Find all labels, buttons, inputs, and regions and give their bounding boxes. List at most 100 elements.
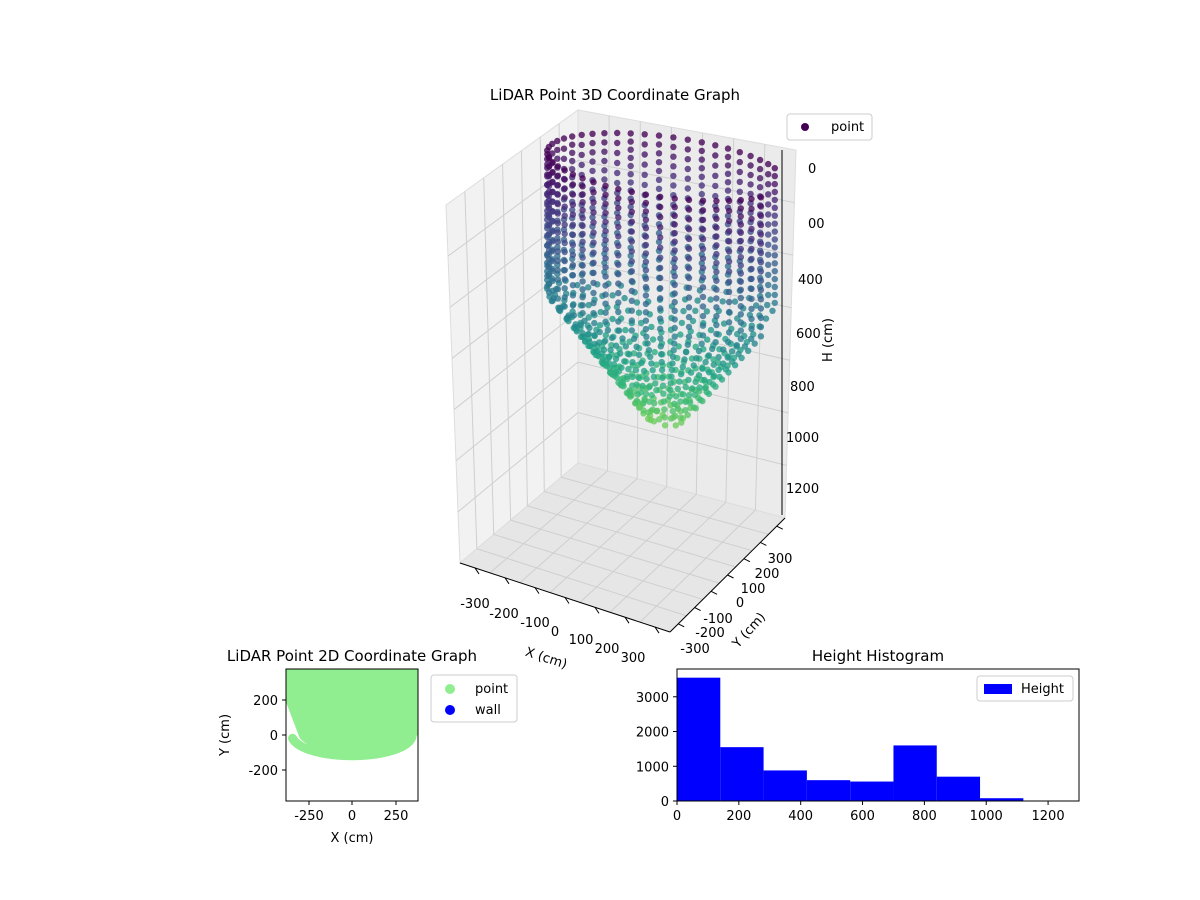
y-tick [677,623,685,628]
point-3d [653,387,660,394]
point-3d [615,289,622,297]
point-3d [590,239,597,246]
point-3d [579,329,586,337]
point-3d [642,325,650,333]
point-3d [685,274,693,282]
point-3d [713,206,720,213]
point-3d [621,294,628,302]
point-3d [677,398,684,405]
point-3d [602,209,609,217]
point-3d [671,324,678,332]
point-3d [689,317,697,325]
point-3d [771,228,778,235]
point-3d [569,302,577,309]
point-3d [713,321,720,329]
point-3d [720,320,728,327]
point-3d [713,295,720,302]
point-3d [589,158,596,165]
point-3d [642,241,650,249]
point-3d [765,181,772,188]
point-3d [590,229,597,236]
point-3d [713,277,720,284]
legend-2d-label-point: point [475,682,508,697]
point-3d [748,325,755,333]
point-3d [724,354,731,361]
point-3d [725,288,733,296]
point-3d [702,358,709,366]
point-3d [628,228,635,235]
point-3d [549,238,556,245]
point-3d [737,229,744,236]
x-tick [474,567,480,575]
point-3d [699,207,707,214]
point-3d [725,329,733,336]
x-tick-label: 100 [569,633,594,648]
point-3d [644,340,651,347]
point-3d [737,221,744,228]
point-3d [641,171,648,178]
point-3d [699,332,707,339]
y-tick-label: 200 [253,694,278,709]
point-3d [570,312,578,319]
grid-line [544,491,753,552]
point-3d [642,191,650,198]
y-tick-label: -100 [703,612,733,627]
point-3d [686,399,694,406]
point-3d [757,259,765,266]
z-tick-label: 800 [790,380,815,395]
point-3d [626,388,633,395]
point-3d [642,390,650,397]
point-3d [715,366,722,373]
point-3d [569,282,577,289]
point-3d [701,376,708,384]
point-3d [713,242,720,249]
point-3d [578,161,585,169]
point-3d [713,250,720,258]
point-3d [725,278,733,285]
point-3d [628,258,635,265]
point-3d [633,299,641,306]
point-3d [596,339,603,346]
point-3d [725,248,733,255]
point-3d [615,327,623,334]
point-3d [679,363,686,371]
point-3d [642,309,650,316]
point-3d [757,231,765,238]
z-tick-label: 00 [808,217,825,232]
histogram-title: Height Histogram [812,647,944,665]
point-3d [554,229,561,236]
point-3d [765,171,772,178]
point-3d [661,406,668,413]
point-3d [586,338,593,346]
point-3d [554,163,561,170]
y-tick-label: -200 [248,764,278,779]
point-3d [642,267,650,274]
z-tick-label: 1200 [786,482,819,497]
point-3d [569,261,577,269]
point-3d [671,221,678,228]
point-3d [679,391,687,398]
point-3d [561,285,568,292]
point-3d [771,220,778,227]
point-3d [602,282,609,289]
point-3d [748,265,755,273]
point-3d [655,150,663,157]
point-3d [670,172,677,180]
histogram-bar [720,747,764,801]
point-3d [549,228,556,235]
grid-line [577,260,792,309]
point-3d [771,236,778,243]
point-3d [549,287,556,294]
point-3d [710,356,717,363]
point-3d [561,294,568,301]
x-axis-label: X (cm) [331,831,374,846]
point-3d [741,343,749,350]
point-3d [633,397,640,405]
histogram-ticks: 0 200 400 600 800 1000 1200 0 1000 2000 3000 [636,691,1065,824]
point-3d [554,137,561,145]
point-3d [757,333,765,340]
point-3d [602,237,609,244]
point-3d [602,200,609,208]
point-3d [549,188,556,195]
point-3d [612,342,620,349]
